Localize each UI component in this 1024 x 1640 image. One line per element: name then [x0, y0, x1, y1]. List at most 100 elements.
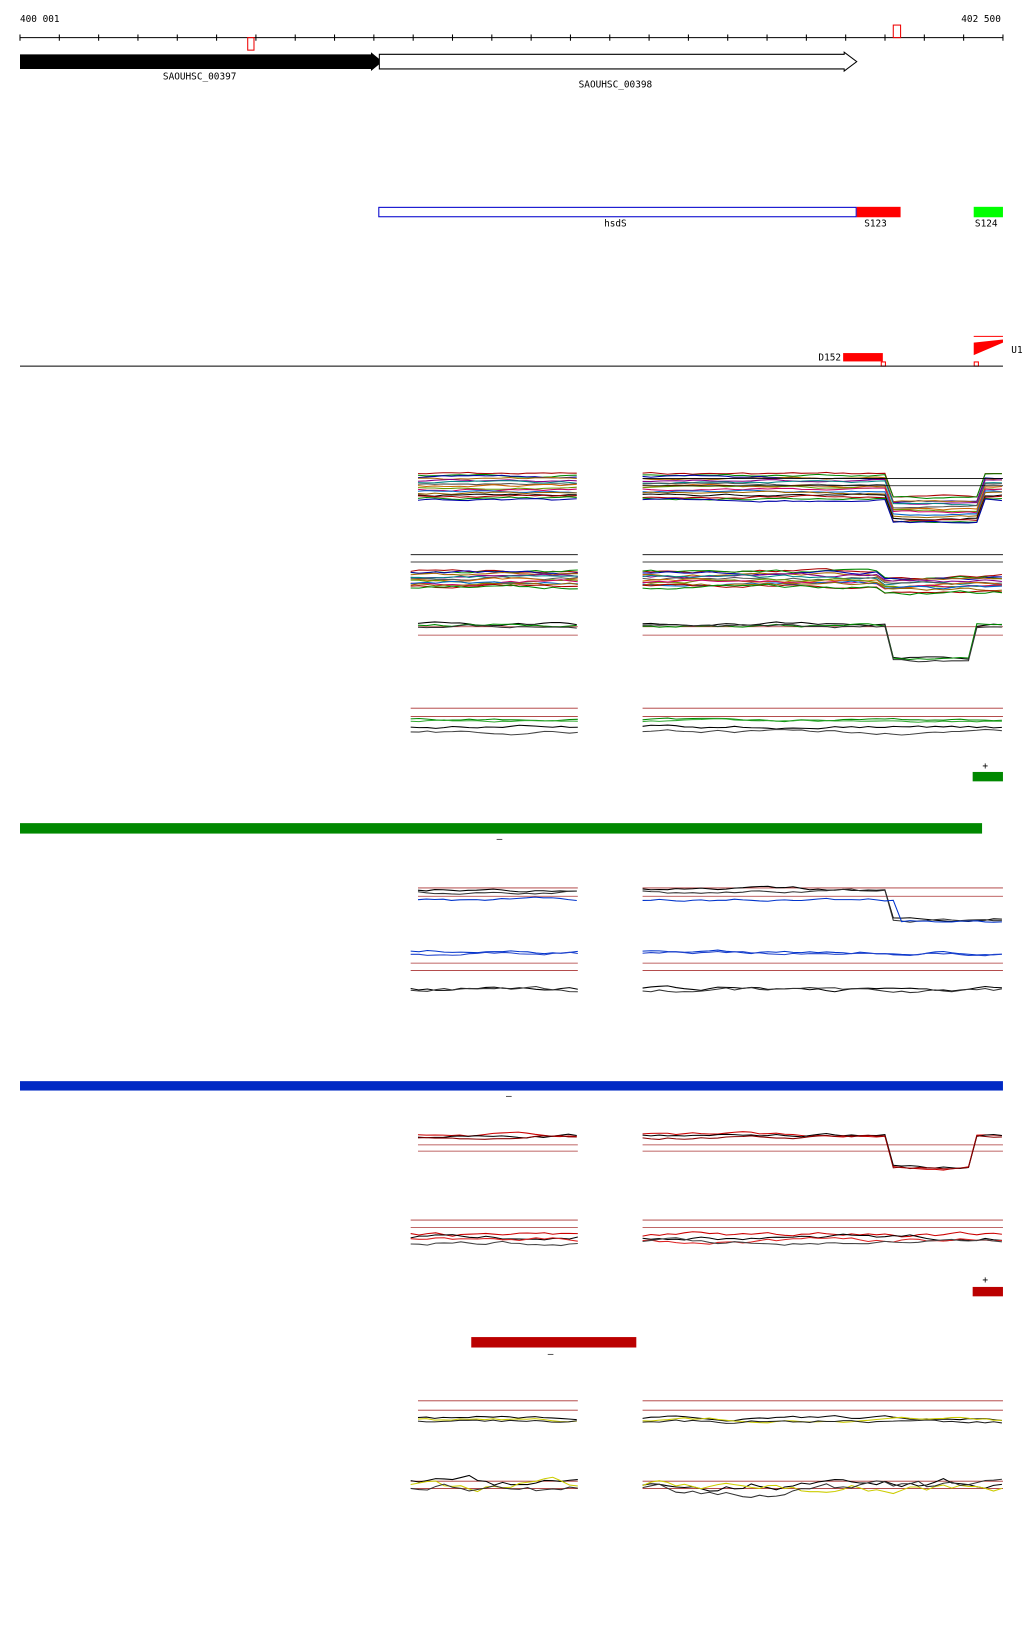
trace	[417, 624, 577, 629]
trace	[642, 494, 1002, 523]
trace	[410, 985, 578, 993]
trace	[417, 623, 577, 628]
segment-D152[interactable]	[843, 353, 883, 362]
trace	[417, 496, 577, 501]
trace	[417, 490, 577, 494]
trace	[642, 480, 1002, 507]
trace	[417, 476, 577, 480]
trace	[417, 483, 577, 488]
trace	[642, 1132, 1002, 1169]
marker	[892, 24, 902, 39]
trace	[417, 1135, 577, 1140]
trace	[642, 1478, 1002, 1492]
trace	[410, 730, 578, 736]
trace	[417, 491, 577, 495]
trace	[410, 1483, 578, 1492]
trace	[642, 985, 1002, 993]
trace	[642, 1236, 1002, 1245]
feature-S123[interactable]	[856, 206, 901, 218]
trace	[410, 951, 578, 956]
trace	[642, 1478, 1002, 1498]
trace	[642, 482, 1002, 509]
segment-U1[interactable]	[973, 339, 1003, 356]
trace	[410, 583, 578, 589]
ruler-start: 400 001	[20, 14, 60, 25]
strand-label: –	[497, 834, 503, 845]
trace	[410, 1240, 578, 1247]
gene-arrow[interactable]	[20, 52, 383, 72]
trace	[642, 623, 1002, 660]
trace	[642, 621, 1002, 660]
trace	[410, 1232, 578, 1237]
trace	[410, 719, 578, 723]
trace	[417, 896, 577, 902]
trace	[417, 486, 577, 490]
strand-label: –	[548, 1349, 554, 1360]
trace	[417, 494, 577, 498]
trace	[417, 621, 577, 627]
trace	[642, 728, 1002, 736]
trace	[642, 1480, 1003, 1495]
trace	[642, 950, 1002, 957]
trace	[410, 1237, 578, 1242]
segment-label: U1	[1011, 345, 1023, 356]
feature-label: hsdS	[604, 219, 627, 230]
trace	[642, 485, 1002, 513]
strand-block[interactable]	[972, 1286, 1003, 1297]
strand-block[interactable]	[972, 771, 1003, 782]
feature-hsdS[interactable]	[378, 206, 857, 218]
strand-bar[interactable]	[471, 1337, 637, 1348]
trace	[642, 1134, 1002, 1170]
segment-label: D152	[818, 352, 841, 363]
trace	[410, 1476, 578, 1493]
trace	[642, 570, 1002, 581]
trace	[410, 949, 578, 955]
feature-label: S124	[975, 219, 998, 230]
trace	[642, 573, 1002, 586]
trace	[410, 1234, 578, 1241]
strand-bar[interactable]	[20, 823, 983, 834]
trace	[642, 581, 1002, 592]
trace	[410, 724, 578, 729]
trace	[642, 489, 1002, 516]
trace	[410, 580, 578, 585]
strand-label: +	[982, 761, 988, 772]
strand-label: –	[506, 1091, 512, 1102]
feature-S124[interactable]	[973, 206, 1003, 218]
trace	[642, 1237, 1002, 1246]
trace	[417, 1418, 577, 1423]
trace	[642, 1231, 1002, 1238]
trace	[642, 717, 1002, 723]
trace	[642, 949, 1002, 956]
trace	[417, 493, 577, 497]
trace	[410, 584, 578, 590]
expression-traces	[410, 471, 1003, 1498]
trace	[410, 576, 578, 581]
trace	[642, 897, 1002, 923]
trace	[642, 623, 1002, 663]
trace	[642, 583, 1002, 596]
gene-arrow[interactable]	[378, 51, 858, 73]
strand-label: +	[982, 1275, 988, 1286]
trace	[642, 471, 1002, 498]
trace	[417, 1133, 577, 1139]
trace	[642, 497, 1002, 524]
trace	[417, 483, 577, 486]
trace	[642, 888, 1002, 923]
trace	[417, 498, 577, 502]
trace	[642, 487, 1002, 514]
strand-bar[interactable]	[20, 1081, 1003, 1091]
trace	[417, 471, 577, 475]
marker	[247, 37, 255, 51]
trace	[642, 1419, 1002, 1424]
trace	[417, 1419, 577, 1423]
trace	[642, 473, 1002, 500]
feature-label: S123	[864, 219, 887, 230]
trace	[642, 718, 1002, 723]
trace	[642, 987, 1003, 994]
trace	[410, 572, 578, 576]
gene-label: SAOUHSC_00397	[163, 71, 237, 82]
gene-label: SAOUHSC_00398	[579, 80, 653, 91]
